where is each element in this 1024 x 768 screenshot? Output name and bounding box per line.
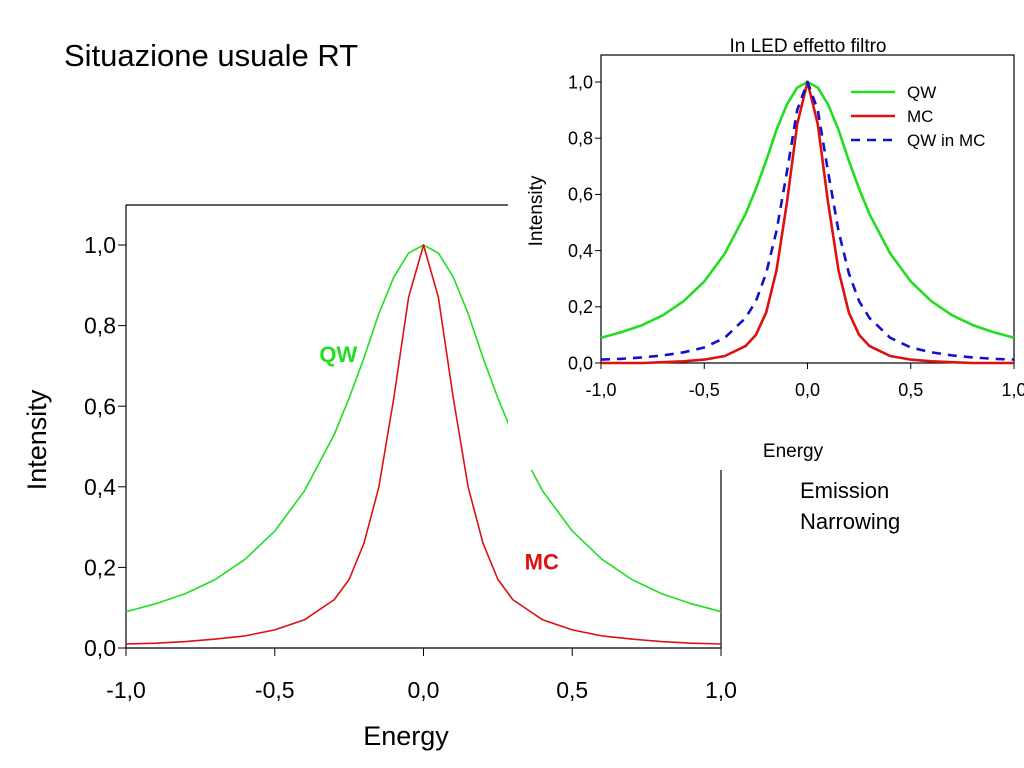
y-axis-label: Intensity	[22, 389, 52, 490]
series-line-mc	[125, 244, 722, 645]
y-tick-label: 0,8	[568, 129, 593, 149]
legend-label-qw-in-mc: QW in MC	[907, 131, 985, 150]
x-tick-label: 1,0	[705, 677, 737, 703]
slide-title: Situazione usuale RT	[64, 38, 359, 73]
y-axis-label: Intensity	[526, 175, 547, 246]
series-line-qw-in-mc	[600, 80, 1015, 361]
x-tick-label: -1,0	[585, 380, 616, 400]
x-tick-label: 0,0	[795, 380, 820, 400]
y-tick-label: 0,6	[568, 185, 593, 205]
y-tick-label: 0,4	[84, 474, 116, 500]
legend-label-qw: QW	[907, 83, 936, 102]
x-tick-label: 0,5	[898, 380, 923, 400]
x-tick-label: -1,0	[106, 677, 146, 703]
chart-background	[508, 30, 1024, 470]
x-axis-label: Energy	[363, 721, 449, 751]
y-tick-label: 0,2	[568, 297, 593, 317]
x-tick-label: 1,0	[1001, 380, 1024, 400]
y-tick-label: 1,0	[568, 72, 593, 92]
x-tick-label: 0,5	[556, 677, 588, 703]
y-tick-label: 0,4	[568, 241, 593, 261]
legend-label-mc: MC	[907, 107, 933, 126]
note-line-2: Narrowing	[800, 509, 901, 534]
x-tick-label: -0,5	[689, 380, 720, 400]
chart-title: In LED effetto filtro	[729, 36, 886, 57]
x-tick-label: 0,0	[408, 677, 440, 703]
y-tick-label: 0,2	[84, 554, 116, 580]
emission-narrowing-note: Emission Narrowing	[800, 475, 900, 537]
y-tick-label: 1,0	[84, 232, 116, 258]
note-line-1: Emission	[800, 478, 890, 503]
x-tick-label: -0,5	[255, 677, 295, 703]
y-tick-label: 0,0	[84, 635, 116, 661]
y-tick-label: 0,8	[84, 313, 116, 339]
annotation-qw: QW	[319, 342, 357, 367]
annotation-mc: MC	[525, 549, 559, 574]
y-tick-label: 0,6	[84, 393, 116, 419]
x-axis-label: Energy	[763, 441, 824, 462]
y-tick-label: 0,0	[568, 353, 593, 373]
